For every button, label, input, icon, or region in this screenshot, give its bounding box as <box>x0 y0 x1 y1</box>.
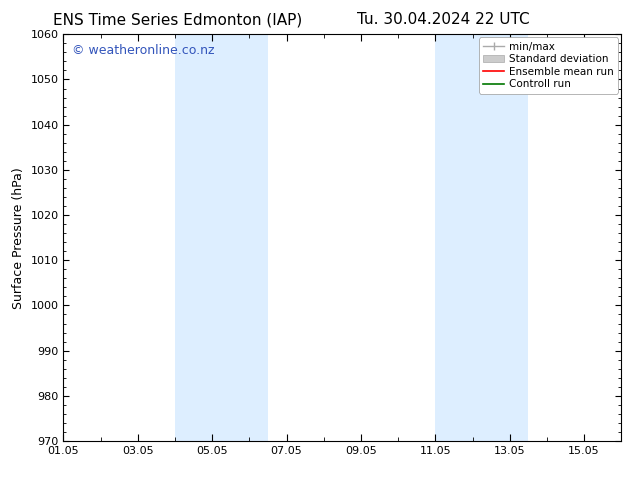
Y-axis label: Surface Pressure (hPa): Surface Pressure (hPa) <box>12 167 25 309</box>
Bar <box>175 34 268 441</box>
Text: Tu. 30.04.2024 22 UTC: Tu. 30.04.2024 22 UTC <box>358 12 530 27</box>
Bar <box>436 34 528 441</box>
Text: © weatheronline.co.nz: © weatheronline.co.nz <box>72 45 214 57</box>
Legend: min/max, Standard deviation, Ensemble mean run, Controll run: min/max, Standard deviation, Ensemble me… <box>479 37 618 94</box>
Text: ENS Time Series Edmonton (IAP): ENS Time Series Edmonton (IAP) <box>53 12 302 27</box>
